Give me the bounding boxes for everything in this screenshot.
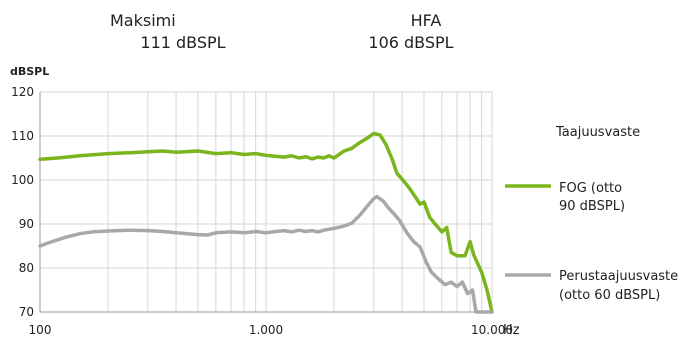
hfa-output-readout: HFA 106 dBSPL <box>336 10 486 54</box>
hfa-title: HFA <box>410 11 442 30</box>
y-tick-label: 100 <box>11 173 34 187</box>
chart-title: Taajuusvaste <box>555 125 640 140</box>
legend-label-fog: 90 dBSPL) <box>559 199 625 214</box>
axis-ticks: 70 80 90 100 110 120 100 1.000 10.000 <box>11 85 513 337</box>
maximum-output-readout: Maksimi 111 dBSPL <box>108 10 258 54</box>
maximum-title: Maksimi <box>110 11 176 30</box>
chart-legend: FOG (otto 90 dBSPL) Perustaajuusvaste (otto… <box>505 181 678 303</box>
y-tick-label: 120 <box>11 85 34 99</box>
basic-response-line <box>38 194 494 314</box>
legend-label-fog: FOG (otto <box>559 181 622 196</box>
chart-series <box>38 131 494 314</box>
y-tick-label: 80 <box>19 261 34 275</box>
y-axis-label: dBSPL <box>10 65 49 78</box>
y-tick-label: 110 <box>11 129 34 143</box>
x-tick-label: 100 <box>29 323 52 337</box>
x-tick-label: 10.000 <box>471 323 513 337</box>
fog-response-line <box>38 131 494 314</box>
legend-label-basic: Perustaajuusvaste <box>559 269 678 284</box>
x-tick-label: 1.000 <box>249 323 283 337</box>
x-axis-unit: Hz <box>503 323 520 338</box>
legend-label-basic: (otto 60 dBSPL) <box>559 288 660 303</box>
y-tick-label: 70 <box>19 305 34 319</box>
y-tick-label: 90 <box>19 217 34 231</box>
maximum-value: 111 dBSPL <box>140 33 226 52</box>
hfa-value: 106 dBSPL <box>368 33 454 52</box>
